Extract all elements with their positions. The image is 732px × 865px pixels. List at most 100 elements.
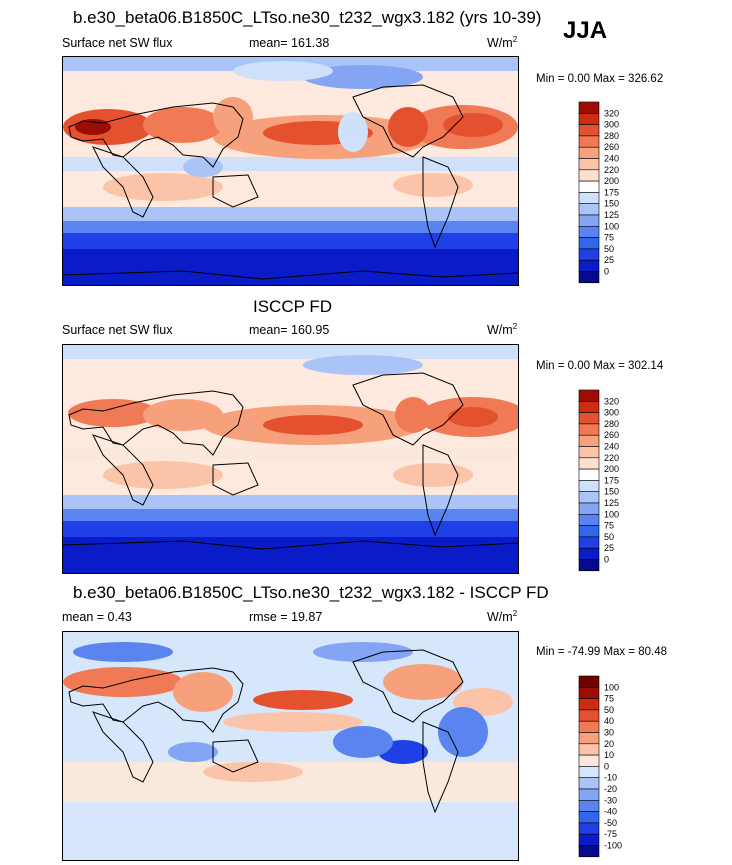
colorbar-tick-label: -20 — [604, 784, 617, 794]
colorbar-tick-label: 50 — [604, 705, 614, 715]
colorbar-swatch — [578, 412, 600, 425]
colorbar-swatch — [578, 732, 600, 745]
colorbar-tick-label: 30 — [604, 728, 614, 738]
colorbar-swatch — [578, 113, 600, 125]
panel1-title: b.e30_beta06.B1850C_LTso.ne30_t232_wgx3.… — [73, 8, 542, 27]
colorbar-tick-label: -75 — [604, 829, 617, 839]
colorbar-swatch — [578, 237, 600, 250]
colorbar-swatch — [578, 480, 600, 493]
colorbar-swatch — [578, 124, 600, 137]
colorbar-swatch — [578, 687, 600, 699]
colorbar-swatch — [578, 800, 600, 812]
panel3-title: b.e30_beta06.B1850C_LTso.ne30_t232_wgx3.… — [73, 583, 549, 602]
colorbar-swatch — [578, 502, 600, 515]
colorbar-swatch — [578, 158, 600, 171]
colorbar-tick-label: 50 — [604, 244, 614, 254]
colorbar-swatch — [578, 214, 600, 227]
colorbar-swatch — [578, 675, 600, 688]
colorbar-swatch — [578, 766, 600, 779]
colorbar-tick-label: 240 — [604, 442, 619, 452]
colorbar-tick-label: -40 — [604, 807, 617, 817]
colorbar-swatch — [578, 709, 600, 722]
colorbar-tick-label: 10 — [604, 750, 614, 760]
panel2-variable-label: Surface net SW flux — [62, 323, 173, 337]
panel1-units: W/m2 — [487, 35, 518, 51]
panel2-map — [62, 344, 519, 574]
colorbar-tick-label: 300 — [604, 120, 619, 130]
colorbar-swatch — [578, 423, 600, 436]
colorbar-tick-label: 40 — [604, 716, 614, 726]
colorbar-swatch — [578, 135, 600, 148]
panel3-map — [62, 631, 519, 861]
colorbar-tick-label: 150 — [604, 487, 619, 497]
panel2-units: W/m2 — [487, 322, 518, 338]
colorbar-tick-label: 200 — [604, 176, 619, 186]
colorbar-swatch — [578, 822, 600, 835]
colorbar-swatch — [578, 525, 600, 538]
panel3-mean-label: mean = 0.43 — [62, 610, 132, 624]
colorbar-tick-label: 25 — [604, 543, 614, 553]
colorbar-tick-label: 220 — [604, 165, 619, 175]
colorbar-tick-label: 260 — [604, 142, 619, 152]
panel1-mean-label: mean= 161.38 — [249, 36, 330, 50]
colorbar-tick-label: 200 — [604, 464, 619, 474]
panel2-colorbar: 320 300 280 260 240 220 200 175 150 125 100 75 50 25 0 — [578, 389, 639, 572]
season-label: JJA — [563, 17, 608, 44]
colorbar-tick-label: 175 — [604, 187, 619, 197]
panel1-colorbar: 320 300 280 260 240 220 200 175 150 125 100 75 50 25 0 — [578, 101, 639, 284]
colorbar-tick-label: 125 — [604, 210, 619, 220]
colorbar-tick-label: 75 — [604, 233, 614, 243]
colorbar-swatch — [578, 457, 600, 470]
colorbar-tick-label: 260 — [604, 430, 619, 440]
panel2-title: ISCCP FD — [253, 297, 333, 316]
colorbar-tick-label: -50 — [604, 818, 617, 828]
colorbar-tick-label: 0 — [604, 267, 609, 277]
colorbar-swatch — [578, 146, 600, 159]
panel3-minmax: Min = -74.99 Max = 80.48 — [536, 646, 668, 658]
colorbar-swatch — [578, 101, 600, 114]
colorbar-swatch — [578, 698, 600, 711]
colorbar-swatch — [578, 743, 600, 756]
panel3-units: W/m2 — [487, 609, 518, 625]
colorbar-tick-label: -10 — [604, 773, 617, 783]
panel3-colorbar: 100 75 50 40 30 20 10 0 -10 -20 -30 -40 -50 -75 -100 — [578, 675, 639, 858]
panel3-rmse-label: rmse = 19.87 — [249, 610, 323, 624]
colorbar-swatch — [578, 389, 600, 402]
colorbar-swatch — [578, 845, 600, 858]
colorbar-swatch — [578, 203, 600, 216]
colorbar-tick-label: 175 — [604, 475, 619, 485]
colorbar-tick-label: 150 — [604, 199, 619, 209]
panel2-minmax: Min = 0.00 Max = 302.14 — [536, 360, 664, 372]
colorbar-swatch — [578, 833, 600, 846]
colorbar-swatch — [578, 271, 600, 284]
colorbar-tick-label: 50 — [604, 532, 614, 542]
colorbar-tick-label: 240 — [604, 154, 619, 164]
panel2-mean-label: mean= 160.95 — [249, 323, 330, 337]
colorbar-swatch — [578, 777, 600, 790]
colorbar-swatch — [578, 491, 600, 504]
colorbar-swatch — [578, 468, 600, 481]
colorbar-tick-label: 280 — [604, 419, 619, 429]
colorbar-tick-label: 280 — [604, 131, 619, 141]
colorbar-tick-label: 320 — [604, 396, 619, 406]
colorbar-tick-label: 220 — [604, 453, 619, 463]
colorbar-swatch — [578, 248, 600, 261]
colorbar-swatch — [578, 811, 600, 824]
panel1-map — [62, 56, 519, 286]
colorbar-tick-label: 125 — [604, 498, 619, 508]
colorbar-tick-label: 100 — [604, 682, 619, 692]
colorbar-tick-label: 20 — [604, 739, 614, 749]
colorbar-tick-label: 320 — [604, 108, 619, 118]
colorbar-swatch — [578, 536, 600, 549]
colorbar-swatch — [578, 259, 600, 272]
colorbar-swatch — [578, 514, 600, 526]
colorbar-tick-label: -100 — [604, 841, 622, 851]
colorbar-tick-label: 25 — [604, 255, 614, 265]
colorbar-swatch — [578, 192, 600, 205]
colorbar-swatch — [578, 720, 600, 733]
colorbar-tick-label: -30 — [604, 795, 617, 805]
colorbar-tick-label: 100 — [604, 221, 619, 231]
colorbar-swatch — [578, 401, 600, 413]
colorbar-tick-label: 75 — [604, 694, 614, 704]
colorbar-tick-label: 75 — [604, 521, 614, 531]
